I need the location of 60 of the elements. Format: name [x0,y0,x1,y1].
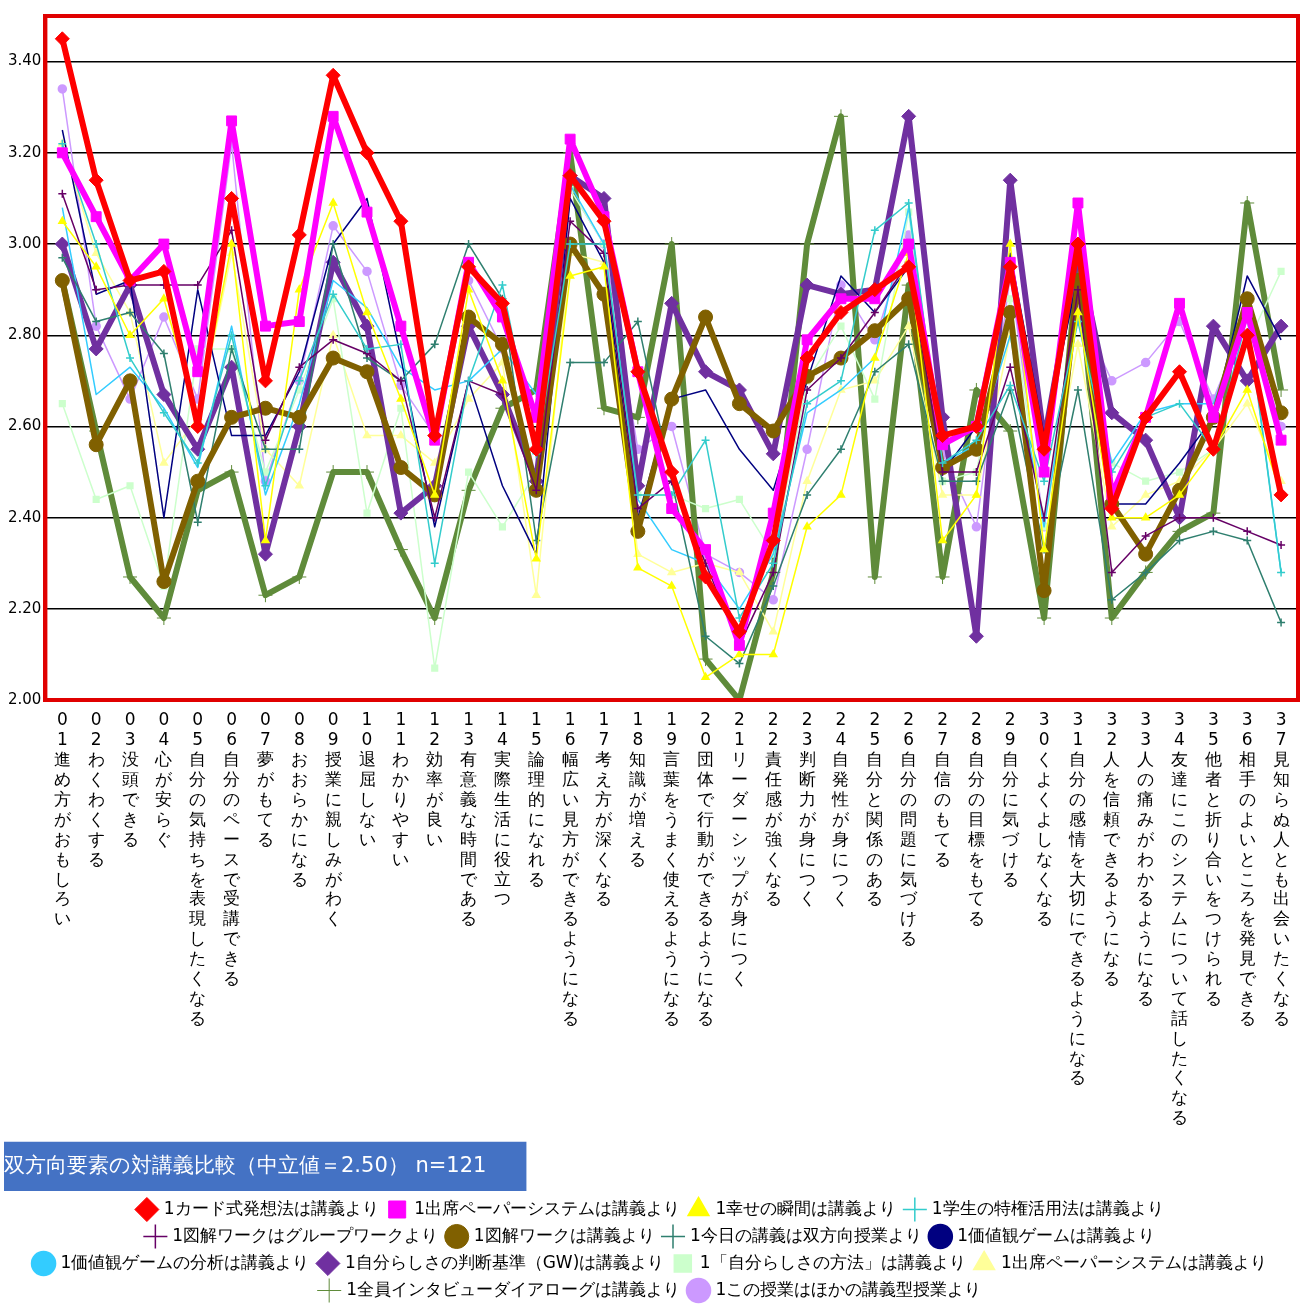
legend-label: 1この授業はほかの講義型授業より [715,1278,982,1299]
y-tick-label: 2.20 [7,598,42,617]
category-label: 17考え方が深くなる [595,709,613,909]
y-tick-label: 3.40 [7,51,42,70]
category-label: 23判断力が身につく [798,709,816,909]
category-label: 19言葉をうまく使えるようになる [663,709,681,1028]
category-label: 15論理的になれる [527,709,545,889]
legend-label: 1図解ワークはグループワークより [172,1224,439,1245]
category-label: 06自分のペースで受講できる [223,709,241,989]
y-tick-label: 3.20 [7,142,42,161]
x-tick-label: 03没頭できる [121,709,140,849]
legend-label: 1カード式発想法は講義より [163,1197,379,1218]
category-label: 28自分の目標をもてる [967,709,985,929]
category-label: 24自発性が身につく [832,709,850,909]
category-label: 31自分の感情を大切にできるようになる [1069,709,1087,1088]
category-label: 09授業に親しみがわく [324,709,342,929]
legend-label: 1幸せの瞬間は講義より [715,1197,897,1218]
category-label: 20団体で行動ができるようになる [697,709,715,1028]
category-label: 25自分と関係のある [866,709,884,909]
x-tick-label: 27自信のもてる [934,709,952,869]
category-label: 16幅広い見方ができるようになる [561,709,579,1028]
y-tick-label: 3.00 [7,233,42,252]
legend-label: 1全員インタビューダイアローグは講義より [346,1278,681,1299]
legend-label: 1学生の特権活用法は講義より [931,1197,1164,1218]
category-label: 26自分の問題に気づける [900,709,918,949]
category-label: 30くよくよしなくなる [1035,709,1053,929]
y-tick-label: 2.80 [7,325,42,344]
x-tick-label: 10退屈しない [358,709,376,849]
category-label: 36相手のよいところを発見できる [1238,709,1256,1028]
category-label: 35他者と折り合いをつけられる [1204,709,1222,1008]
x-tick-label: 04心が安らぐ [154,709,174,849]
category-label: 32人を信頼できるようになる [1103,709,1121,989]
text: 双方向要素の対講義比較（中立値＝2.50） n=121 [4,1152,487,1177]
category-label: 29自分に気づける [1001,709,1019,889]
legend-label: 1今日の講義は双方向授業より [690,1224,922,1245]
category-label: 22責任感が強くなる [764,709,782,909]
legend-label: 1図解ワークは講義より [473,1224,655,1245]
x-tick-label: 02わくわくする [87,709,105,869]
y-tick-label: 2.00 [7,690,42,708]
legend-label: 1出席ペーパーシステムは講義より [414,1197,681,1218]
legend-label: 1自分らしさの判断基準（GW)は講義より [344,1251,665,1272]
x-tick-label: 12効率が良い [426,709,445,849]
x-tick-label: 11わかりやすい [392,709,410,869]
category-label: 05自分の気持ちを表現したくなる [189,709,207,1028]
category-label: 01進め方がおもしろい [53,709,71,929]
y-tick-label: 2.60 [7,416,42,435]
category-label: 21リーダーシップが身につく [730,709,748,989]
legend-label: 1「自分らしさの方法」は講義より [699,1251,966,1272]
category-label: 14実際生活に役立つ [493,709,511,909]
category-label: 13有意義な時間である [460,709,478,929]
legend-label: 1価値観ゲームの分析は講義より [60,1251,310,1272]
y-tick-label: 2.40 [7,507,42,526]
category-label: 08おおらかになる [290,709,308,889]
legend-label: 1出席ペーパーシステムは講義より [1001,1251,1267,1272]
x-tick-label: 18知識が増える [628,709,648,869]
category-label: 37見知らぬ人とも出会いたくなる [1272,709,1290,1028]
category-label: 34友達にこのシステムについて話したくなる [1171,709,1189,1128]
legend-label: 1価値観ゲームは講義より [957,1224,1156,1245]
x-tick-label: 07夢がもてる [256,709,275,849]
category-label: 33人の痛みがわかるようになる [1137,709,1155,1008]
